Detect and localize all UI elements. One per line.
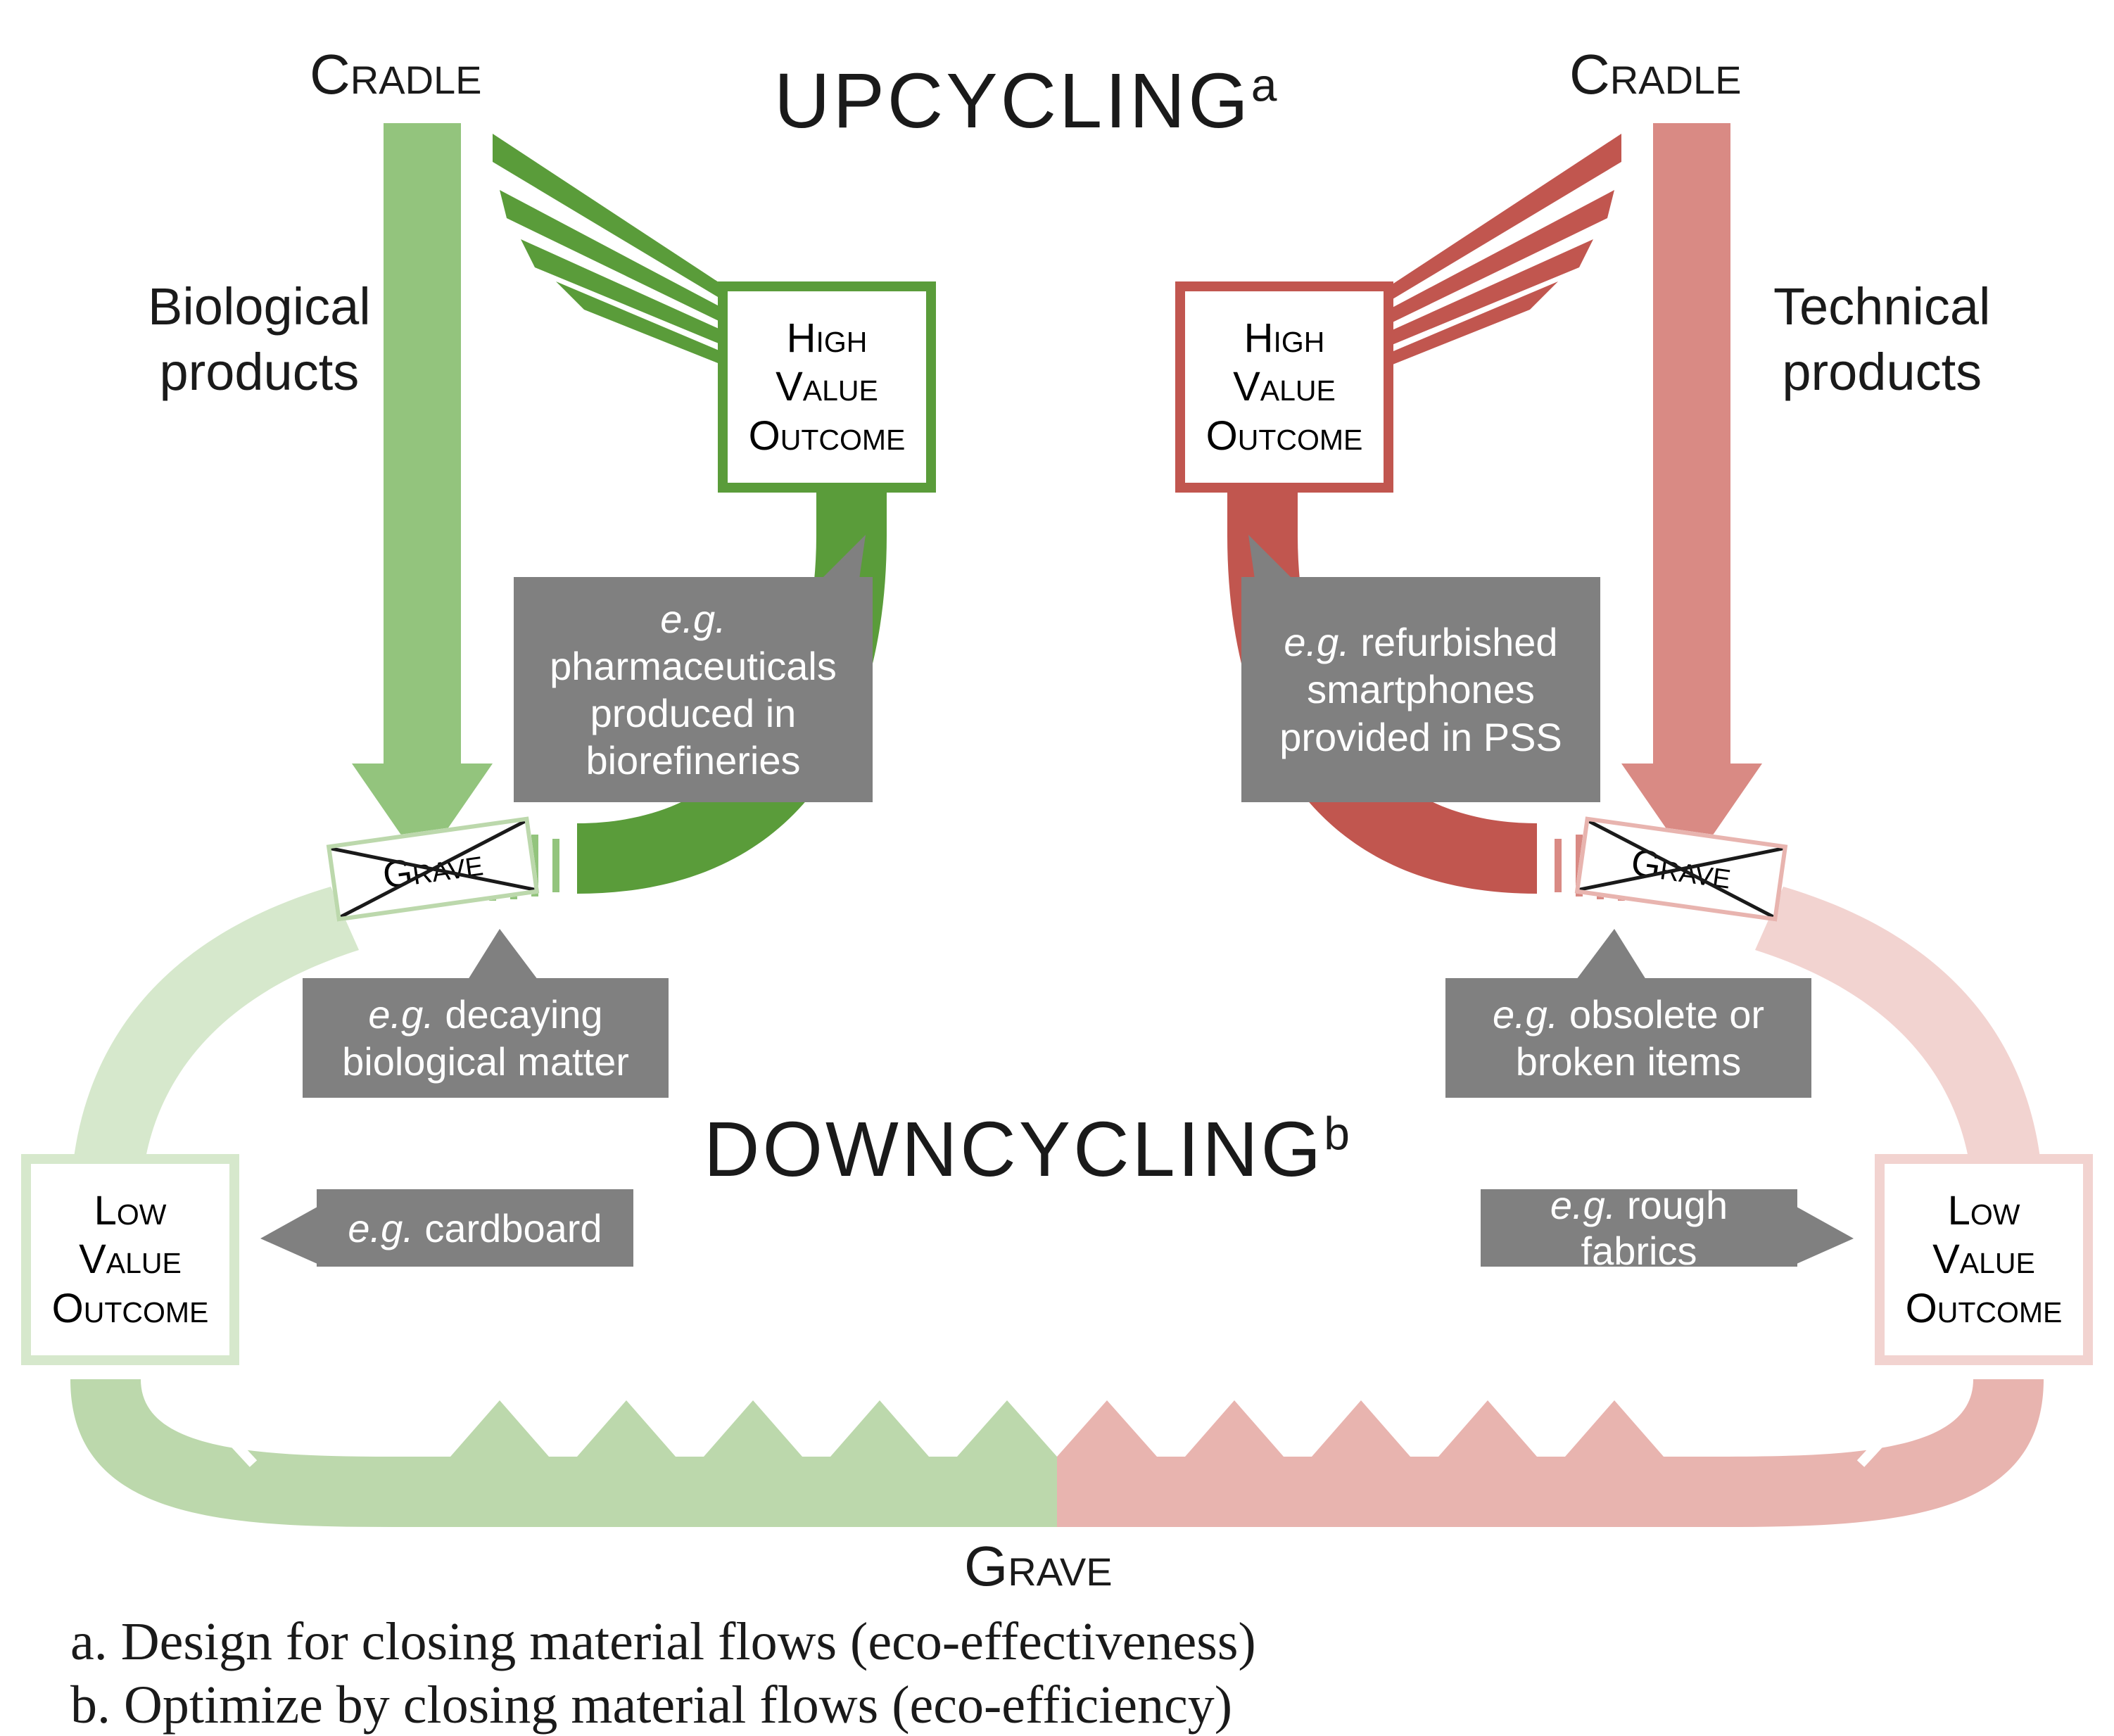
callout-cardboard: e.g. cardboard: [317, 1189, 633, 1267]
callout-smart-prefix: e.g.: [1284, 620, 1349, 664]
lv-left-l2: Value: [79, 1235, 182, 1284]
lv-right-l2: Value: [1932, 1235, 2035, 1284]
lv-left-l1: Low: [94, 1186, 167, 1236]
hv-right-l3: Outcome: [1206, 412, 1363, 461]
callout-pharma: e.g. pharmaceuticals produced in biorefi…: [514, 577, 873, 802]
lv-right-l1: Low: [1948, 1186, 2020, 1236]
biological-products-label: Biological products: [148, 274, 371, 405]
hv-left-l3: Outcome: [749, 412, 906, 461]
technical-products-label: Technical products: [1773, 274, 1991, 405]
lv-left-l3: Outcome: [52, 1284, 209, 1333]
lv-right-l3: Outcome: [1906, 1284, 2063, 1333]
hv-left-l1: High: [787, 314, 868, 363]
callout-decay-prefix: e.g.: [368, 992, 433, 1037]
callout-card-prefix: e.g.: [348, 1206, 413, 1250]
grave-bottom-label: Grave: [964, 1534, 1113, 1599]
upcycling-sup: a: [1251, 58, 1280, 110]
cradle-right-label: Cradle: [1569, 42, 1742, 107]
cradle-left-label: Cradle: [310, 42, 482, 107]
downcycling-title: DOWNCYCLINGb: [704, 1105, 1353, 1194]
hv-left-l2: Value: [776, 362, 878, 412]
callout-obsolete: e.g. obsolete or broken items: [1445, 978, 1811, 1098]
downcycling-sup: b: [1324, 1107, 1353, 1159]
downcycling-text: DOWNCYCLING: [704, 1106, 1324, 1193]
callout-decaying: e.g. decaying biological matter: [303, 978, 669, 1098]
high-value-right-box: High Value Outcome: [1175, 281, 1393, 493]
hv-right-l1: High: [1244, 314, 1325, 363]
left-down-arrow: [352, 123, 493, 866]
right-bottom-curve: [1057, 1341, 2044, 1527]
footnote-a: a. Design for closing material flows (ec…: [70, 1611, 1256, 1673]
callout-fabrics: e.g. rough fabrics: [1481, 1189, 1797, 1267]
callout-smartphones: e.g. refurbished smartphones provided in…: [1241, 577, 1600, 802]
callout-pharma-rest: pharmaceuticals produced in biorefinerie…: [550, 644, 837, 783]
low-value-right-box: Low Value Outcome: [1875, 1154, 2093, 1365]
callout-obs-prefix: e.g.: [1493, 992, 1558, 1037]
upcycling-text: UPCYCLING: [774, 58, 1251, 144]
diagram-shapes: [0, 0, 2114, 1731]
callout-fab-prefix: e.g.: [1550, 1183, 1616, 1227]
low-value-left-box: Low Value Outcome: [21, 1154, 239, 1365]
right-fan: [1375, 134, 1621, 372]
hv-right-l2: Value: [1233, 362, 1336, 412]
left-bottom-curve: [70, 1341, 1057, 1527]
callout-pharma-prefix: e.g.: [660, 597, 726, 641]
callout-card-rest: cardboard: [414, 1206, 602, 1250]
high-value-left-box: High Value Outcome: [718, 281, 936, 493]
left-fan: [493, 134, 739, 372]
upcycling-title: UPCYCLINGa: [774, 56, 1280, 146]
footnote-b: b. Optimize by closing material flows (e…: [70, 1675, 1232, 1736]
right-down-arrow: [1621, 123, 1762, 866]
